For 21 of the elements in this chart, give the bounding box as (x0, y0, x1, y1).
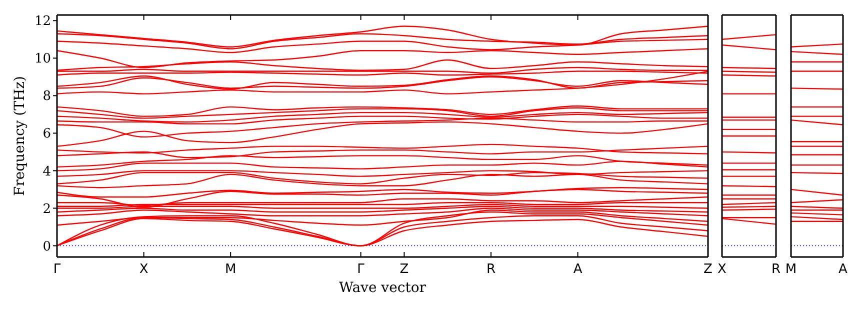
x-tick-label: Z (400, 262, 409, 277)
x-tick-label: R (771, 262, 781, 277)
x-tick-label: A (573, 262, 582, 277)
x-tick-label: M (224, 262, 236, 277)
y-tick-label: 4 (42, 164, 51, 180)
x-tick-label: Γ (357, 262, 366, 277)
x-tick-label: X (718, 262, 727, 277)
x-tick-label: R (486, 262, 496, 277)
y-tick-label: 8 (42, 89, 51, 104)
x-tick-label: Γ (53, 262, 62, 277)
y-tick-label: 6 (42, 126, 51, 142)
x-tick-label: Z (704, 262, 713, 277)
y-axis-title: Frequency (THz) (12, 76, 28, 196)
x-tick-label: A (838, 262, 848, 277)
x-tick-label: X (139, 262, 148, 277)
y-tick-label: 10 (34, 52, 51, 67)
x-tick-label: M (785, 262, 797, 277)
y-tick-label: 0 (42, 239, 51, 254)
y-tick-label: 12 (34, 14, 51, 30)
y-tick-label: 2 (42, 202, 51, 217)
x-axis-title: Wave vector (339, 280, 426, 296)
